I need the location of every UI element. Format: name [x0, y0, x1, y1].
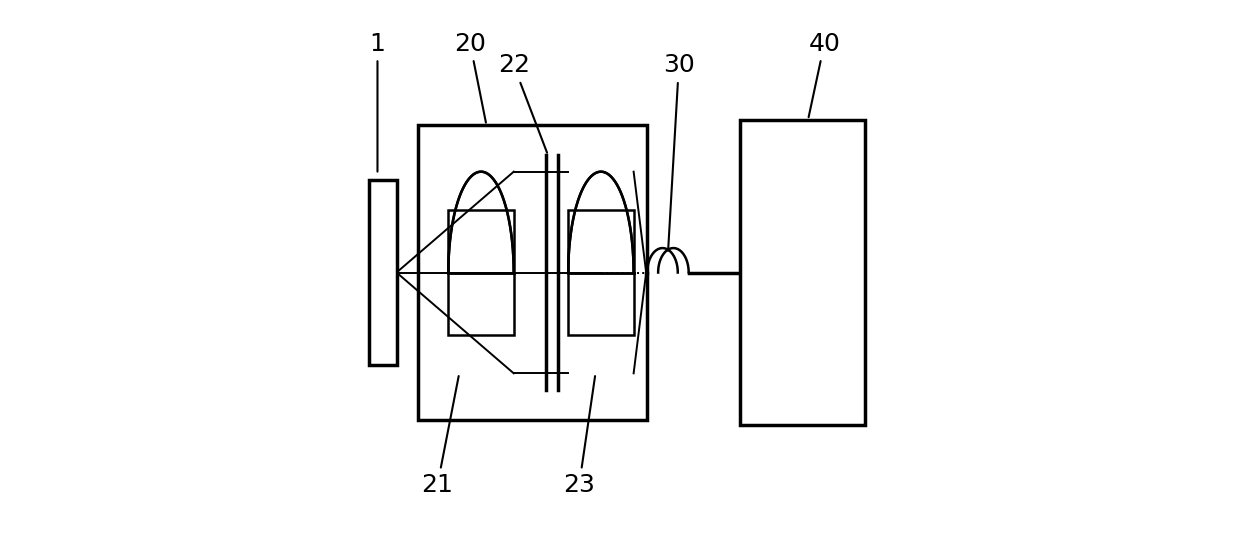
Text: 30: 30 — [663, 53, 694, 251]
Bar — [568, 210, 634, 335]
Bar — [449, 210, 513, 335]
Text: 1: 1 — [370, 32, 386, 172]
Bar — [370, 180, 397, 365]
Bar — [418, 125, 647, 420]
Text: 22: 22 — [497, 53, 547, 153]
Text: 40: 40 — [808, 32, 841, 117]
Text: 23: 23 — [563, 376, 595, 497]
Bar — [740, 120, 866, 425]
Text: 20: 20 — [454, 32, 486, 123]
Text: 21: 21 — [422, 376, 459, 497]
